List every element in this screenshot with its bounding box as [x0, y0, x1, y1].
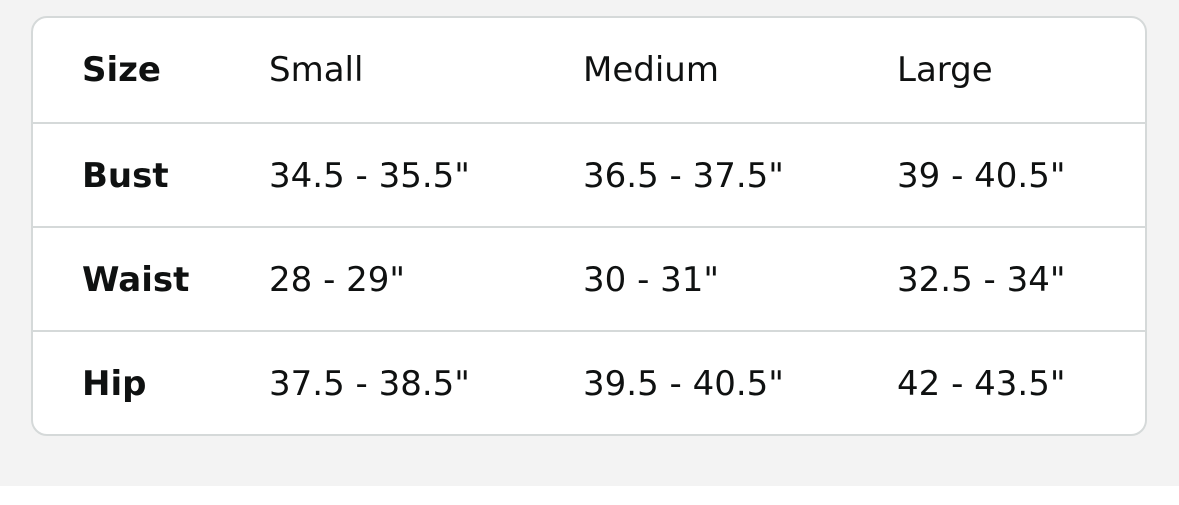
row-label: Bust: [82, 156, 169, 196]
table-header-row: Size Small Medium Large: [33, 18, 1145, 122]
table-cell: 32.5 - 34": [897, 260, 1066, 300]
column-header-large: Large: [897, 50, 993, 90]
table-cell: 42 - 43.5": [897, 364, 1066, 404]
table-row-bust: Bust 34.5 - 35.5" 36.5 - 37.5" 39 - 40.5…: [33, 122, 1145, 228]
row-label: Waist: [82, 260, 190, 300]
table-row-waist: Waist 28 - 29" 30 - 31" 32.5 - 34": [33, 226, 1145, 332]
row-label: Hip: [82, 364, 147, 404]
table-cell: 30 - 31": [583, 260, 720, 300]
table-row-hip: Hip 37.5 - 38.5" 39.5 - 40.5" 42 - 43.5": [33, 330, 1145, 434]
row-label: Size: [82, 50, 161, 90]
table-cell: 36.5 - 37.5": [583, 156, 784, 196]
table-cell: 39.5 - 40.5": [583, 364, 784, 404]
table-cell: 28 - 29": [269, 260, 406, 300]
size-chart-table: Size Small Medium Large Bust 34.5 - 35.5…: [31, 16, 1147, 436]
column-header-small: Small: [269, 50, 364, 90]
table-cell: 39 - 40.5": [897, 156, 1066, 196]
table-cell: 37.5 - 38.5": [269, 364, 470, 404]
column-header-medium: Medium: [583, 50, 719, 90]
table-cell: 34.5 - 35.5": [269, 156, 470, 196]
